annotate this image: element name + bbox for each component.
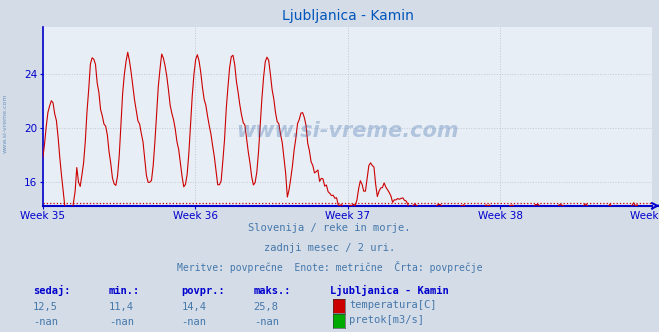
Text: maks.:: maks.: bbox=[254, 286, 291, 296]
Text: temperatura[C]: temperatura[C] bbox=[349, 300, 437, 310]
Text: Ljubljanica - Kamin: Ljubljanica - Kamin bbox=[330, 285, 448, 296]
Text: pretok[m3/s]: pretok[m3/s] bbox=[349, 315, 424, 325]
Text: -nan: -nan bbox=[109, 317, 134, 327]
Text: www.si-vreme.com: www.si-vreme.com bbox=[237, 121, 459, 140]
Text: 14,4: 14,4 bbox=[181, 302, 206, 312]
Text: 25,8: 25,8 bbox=[254, 302, 279, 312]
Text: Slovenija / reke in morje.: Slovenija / reke in morje. bbox=[248, 223, 411, 233]
Text: povpr.:: povpr.: bbox=[181, 286, 225, 296]
Text: -nan: -nan bbox=[181, 317, 206, 327]
Text: Meritve: povprečne  Enote: metrične  Črta: povprečje: Meritve: povprečne Enote: metrične Črta:… bbox=[177, 261, 482, 273]
Text: -nan: -nan bbox=[33, 317, 58, 327]
Text: min.:: min.: bbox=[109, 286, 140, 296]
Title: Ljubljanica - Kamin: Ljubljanica - Kamin bbox=[281, 9, 414, 23]
Text: -nan: -nan bbox=[254, 317, 279, 327]
Text: www.si-vreme.com: www.si-vreme.com bbox=[3, 93, 8, 153]
Text: 12,5: 12,5 bbox=[33, 302, 58, 312]
Text: sedaj:: sedaj: bbox=[33, 285, 71, 296]
Text: zadnji mesec / 2 uri.: zadnji mesec / 2 uri. bbox=[264, 243, 395, 253]
Text: 11,4: 11,4 bbox=[109, 302, 134, 312]
